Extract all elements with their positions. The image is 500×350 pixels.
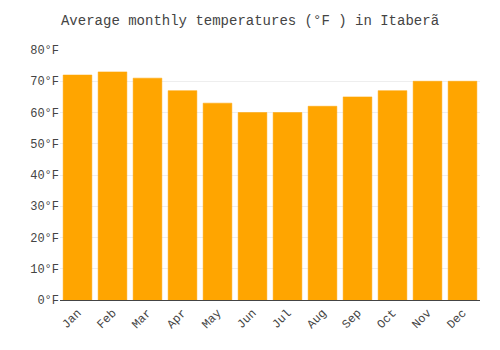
svg-text:0°F: 0°F <box>37 294 59 308</box>
svg-text:Jan: Jan <box>59 307 84 332</box>
svg-text:50°F: 50°F <box>30 138 59 152</box>
svg-text:Jun: Jun <box>234 307 259 332</box>
svg-text:Dec: Dec <box>444 307 469 332</box>
svg-text:Mar: Mar <box>129 307 154 332</box>
svg-text:30°F: 30°F <box>30 200 59 214</box>
svg-text:Average monthly temperatures (: Average monthly temperatures (°F ) in It… <box>61 13 439 29</box>
svg-text:Feb: Feb <box>94 307 119 332</box>
svg-text:Jul: Jul <box>269 307 294 332</box>
svg-text:10°F: 10°F <box>30 263 59 277</box>
svg-text:70°F: 70°F <box>30 75 59 89</box>
svg-text:Apr: Apr <box>164 307 189 332</box>
svg-text:20°F: 20°F <box>30 232 59 246</box>
svg-text:80°F: 80°F <box>30 44 59 58</box>
svg-text:40°F: 40°F <box>30 169 59 183</box>
svg-text:Aug: Aug <box>304 307 329 332</box>
svg-text:Nov: Nov <box>409 307 434 332</box>
svg-text:Oct: Oct <box>374 307 399 332</box>
svg-text:Sep: Sep <box>339 307 364 332</box>
svg-text:May: May <box>199 307 224 332</box>
svg-text:60°F: 60°F <box>30 107 59 121</box>
